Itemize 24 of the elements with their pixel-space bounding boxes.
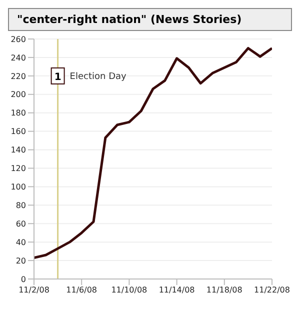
y-tick-label: 0 — [20, 274, 26, 284]
y-tick-label: 260 — [10, 34, 26, 44]
annotation: 1 — [54, 72, 62, 83]
x-tick-label: 11/6/08 — [66, 286, 98, 295]
y-tick-label: 60 — [16, 219, 26, 228]
y-tick-label: 140 — [10, 146, 26, 155]
y-tick-label: 240 — [10, 53, 26, 62]
y-tick-label: 180 — [10, 108, 26, 118]
line-series — [34, 46, 272, 260]
y-tick-label: 160 — [10, 127, 26, 136]
x-tick-label: 11/22/08 — [254, 286, 290, 295]
y-tick-label: 20 — [16, 256, 26, 266]
x-tick-label: 11/18/08 — [206, 286, 242, 295]
x-tick-label: 11/2/08 — [18, 286, 50, 295]
x-tick-label: 11/14/08 — [158, 286, 195, 295]
y-tick-label: 120 — [10, 164, 26, 174]
y-tick-label: 220 — [10, 72, 26, 81]
chart-title: "center-right nation" (News Stories) — [8, 8, 292, 31]
y-tick-label: 80 — [16, 200, 26, 210]
y-tick-label: 200 — [10, 90, 26, 100]
y-tick-label: 100 — [10, 182, 26, 192]
x-tick-label: 11/10/08 — [111, 286, 148, 295]
ref-line-label: Election Day — [70, 72, 128, 82]
y-tick-label: 40 — [16, 238, 26, 247]
